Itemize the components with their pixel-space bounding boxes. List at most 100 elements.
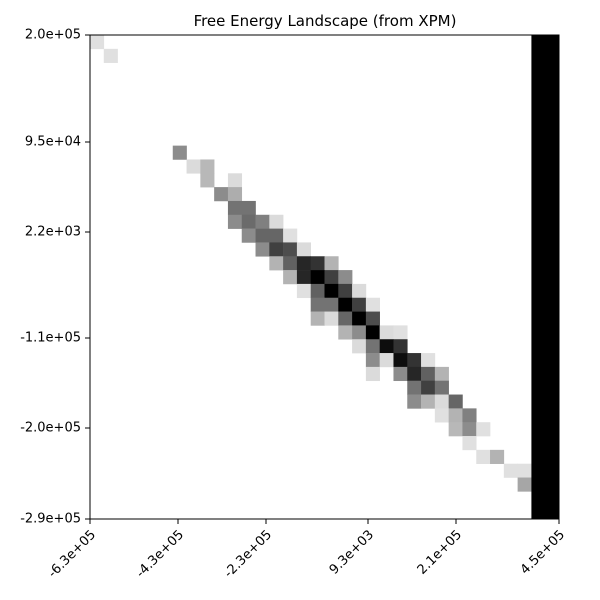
heatmap-cell <box>338 270 353 285</box>
heatmap-cell <box>421 380 436 395</box>
heatmap-cells <box>90 35 532 492</box>
heatmap-cell <box>324 256 339 271</box>
heatmap-cell <box>324 297 339 312</box>
heatmap-cell <box>310 256 325 271</box>
heatmap-cell <box>365 297 380 312</box>
heatmap-cell <box>393 339 408 354</box>
x-tick-label: 9.3e+03 <box>327 527 377 577</box>
heatmap-cell <box>227 187 243 202</box>
x-axis: -6.3e+05 -4.3e+05 -2.3e+05 9.3e+03 2.1e+05 4.… <box>45 519 568 581</box>
heatmap-cell <box>407 353 422 368</box>
heatmap-cell <box>324 311 339 326</box>
chart-title: Free Energy Landscape (from XPM) <box>194 12 457 30</box>
heatmap-cell <box>90 35 105 50</box>
plot-frame <box>89 34 560 520</box>
x-tick-label: -2.3e+05 <box>221 527 275 581</box>
heatmap-cell <box>283 270 298 285</box>
heatmap-cell <box>448 408 463 423</box>
heatmap-cell <box>421 366 436 382</box>
heatmap-cell <box>379 325 394 340</box>
heatmap-cell <box>517 477 532 492</box>
heatmap-cell <box>310 270 325 285</box>
heatmap-cell <box>352 283 367 299</box>
heatmap-cell <box>448 422 463 437</box>
heatmap-cell <box>200 173 215 188</box>
heatmap-cell <box>310 311 325 326</box>
heatmap-cell <box>379 353 394 368</box>
heatmap-cell <box>172 145 187 160</box>
heatmap-cell <box>503 463 518 478</box>
heatmap-cell <box>517 463 532 478</box>
heatmap-cell <box>352 297 367 312</box>
heatmap-cell <box>283 228 298 243</box>
heatmap-cell <box>324 270 339 285</box>
x-tick-label: -6.3e+05 <box>45 527 99 581</box>
x-tick-label: 4.5e+05 <box>518 527 568 577</box>
y-axis: 2.0e+05 9.5e+04 2.2e+03 -1.1e+05 -2.0e+05 -2.… <box>20 28 90 527</box>
heatmap-cell <box>310 283 325 299</box>
heatmap-cell <box>338 325 353 340</box>
heatmap-cell <box>462 436 477 451</box>
heatmap-cell <box>296 242 311 257</box>
heatmap-cell <box>296 283 311 299</box>
heatmap-cell <box>434 408 449 423</box>
heatmap-cell <box>393 366 408 382</box>
heatmap-cell <box>338 297 353 312</box>
heatmap-cell <box>296 256 311 271</box>
heatmap-cell <box>103 48 118 63</box>
heatmap-cell <box>448 394 463 409</box>
heatmap-cell <box>407 394 422 409</box>
heatmap-cell <box>434 394 449 409</box>
x-tick-label: 2.1e+05 <box>415 527 465 577</box>
heatmap-cell <box>365 353 380 368</box>
heatmap-cell <box>338 283 353 299</box>
x-tick-label: -4.3e+05 <box>133 527 187 581</box>
heatmap-cell <box>476 422 491 437</box>
heatmap-bands <box>531 35 559 519</box>
heatmap-cell <box>365 325 380 340</box>
heatmap-cell <box>241 214 256 229</box>
heatmap-cell <box>462 422 477 437</box>
heatmap-cell <box>324 283 339 299</box>
heatmap-cell <box>269 242 284 257</box>
heatmap-cell <box>421 353 436 368</box>
heatmap-cell <box>407 366 422 382</box>
heatmap-cell <box>283 256 298 271</box>
heatmap-cell <box>269 256 284 271</box>
heatmap-cell <box>310 297 325 312</box>
y-tick-label: 2.2e+03 <box>25 225 81 240</box>
heatmap-cell <box>434 380 449 395</box>
heatmap-cell <box>227 173 243 188</box>
y-tick-label: 2.0e+05 <box>25 28 81 43</box>
heatmap-band <box>531 35 559 519</box>
heatmap-cell <box>283 242 298 257</box>
heatmap-cell <box>352 339 367 354</box>
heatmap-cell <box>476 449 491 464</box>
heatmap-cell <box>365 339 380 354</box>
heatmap-cell <box>269 228 284 243</box>
heatmap-cell <box>379 339 394 354</box>
heatmap-cell <box>407 380 422 395</box>
heatmap-cell <box>227 214 243 229</box>
heatmap-cell <box>255 214 270 229</box>
heatmap-cell <box>255 242 270 257</box>
heatmap-cell <box>393 353 408 368</box>
heatmap-cell <box>462 408 477 423</box>
heatmap-cell <box>365 366 380 382</box>
heatmap-cell <box>352 325 367 340</box>
heatmap-cell <box>241 200 256 216</box>
heatmap-cell <box>365 311 380 326</box>
heatmap-cell <box>255 228 270 243</box>
heatmap-cell <box>214 187 229 202</box>
y-tick-label: -2.0e+05 <box>20 421 81 436</box>
heatmap-cell <box>434 366 449 382</box>
y-tick-label: -2.9e+05 <box>20 512 81 527</box>
heatmap-cell <box>269 214 284 229</box>
heatmap-cell <box>241 228 256 243</box>
y-tick-label: 9.5e+04 <box>25 135 81 150</box>
heatmap-cell <box>490 449 505 464</box>
heatmap-cell <box>393 325 408 340</box>
heatmap-cell <box>186 159 201 174</box>
heatmap-cell <box>338 311 353 326</box>
